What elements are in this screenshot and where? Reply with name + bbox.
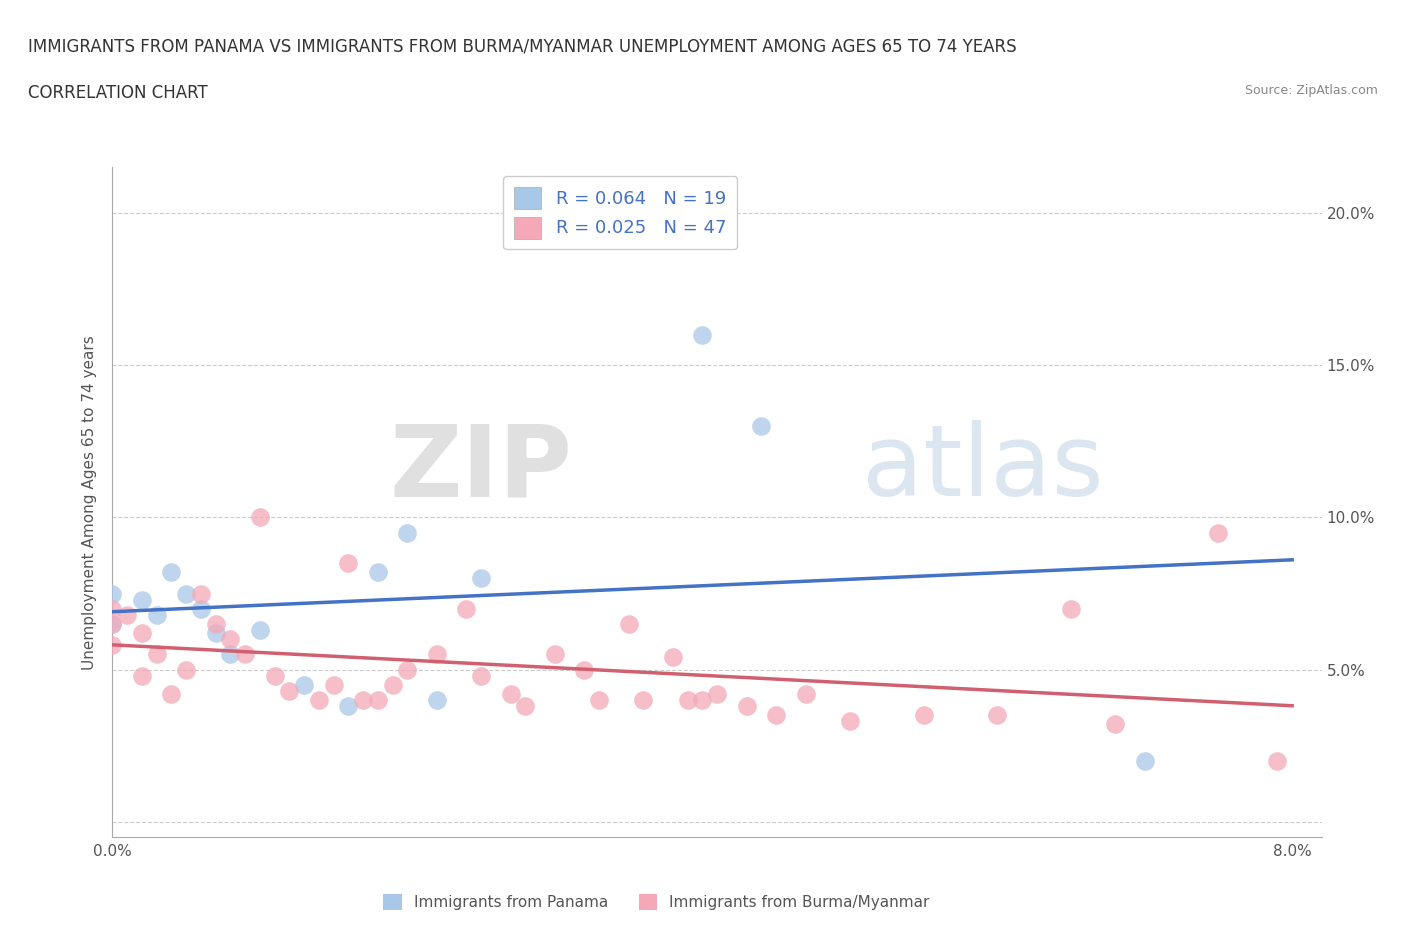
Point [308,693,330,708]
Point [765,708,787,723]
Point [145,607,167,622]
Point [204,617,226,631]
Point [204,626,226,641]
Point [219,647,242,662]
Point [337,698,360,713]
Point [588,693,610,708]
Point [352,693,374,708]
Point [115,607,138,622]
Point [515,698,537,713]
Point [794,686,817,701]
Point [160,565,183,579]
Point [912,708,935,723]
Point [101,602,124,617]
Point [131,669,153,684]
Point [190,602,212,617]
Point [1267,753,1289,768]
Point [1104,717,1126,732]
Point [838,714,860,729]
Point [470,669,492,684]
Point [456,602,478,617]
Point [174,586,197,601]
Text: ZIP: ZIP [389,420,572,517]
Point [426,647,449,662]
Point [381,677,404,692]
Legend: Immigrants from Panama, Immigrants from Burma/Myanmar: Immigrants from Panama, Immigrants from … [377,888,936,916]
Point [219,631,242,646]
Point [633,693,655,708]
Point [676,693,699,708]
Point [662,650,685,665]
Point [101,586,124,601]
Point [749,418,772,433]
Point [499,686,522,701]
Point [337,555,360,570]
Text: CORRELATION CHART: CORRELATION CHART [28,84,208,101]
Point [367,693,389,708]
Point [101,617,124,631]
Y-axis label: Unemployment Among Ages 65 to 74 years: Unemployment Among Ages 65 to 74 years [82,335,97,670]
Point [101,638,124,653]
Point [544,647,567,662]
Point [249,510,271,525]
Point [396,662,419,677]
Point [1208,525,1230,540]
Point [367,565,389,579]
Point [249,622,271,637]
Point [292,677,315,692]
Point [131,626,153,641]
Point [470,571,492,586]
Point [692,693,714,708]
Point [145,647,167,662]
Point [706,686,728,701]
Point [1060,602,1083,617]
Point [396,525,419,540]
Point [322,677,344,692]
Text: atlas: atlas [862,420,1104,517]
Point [131,592,153,607]
Point [574,662,596,677]
Point [426,693,449,708]
Point [735,698,758,713]
Point [190,586,212,601]
Text: Source: ZipAtlas.com: Source: ZipAtlas.com [1244,84,1378,97]
Point [101,617,124,631]
Point [174,662,197,677]
Point [617,617,640,631]
Point [233,647,256,662]
Point [1133,753,1156,768]
Point [263,669,285,684]
Point [278,684,301,698]
Point [986,708,1008,723]
Point [160,686,183,701]
Text: IMMIGRANTS FROM PANAMA VS IMMIGRANTS FROM BURMA/MYANMAR UNEMPLOYMENT AMONG AGES : IMMIGRANTS FROM PANAMA VS IMMIGRANTS FRO… [28,37,1017,55]
Point [692,327,714,342]
